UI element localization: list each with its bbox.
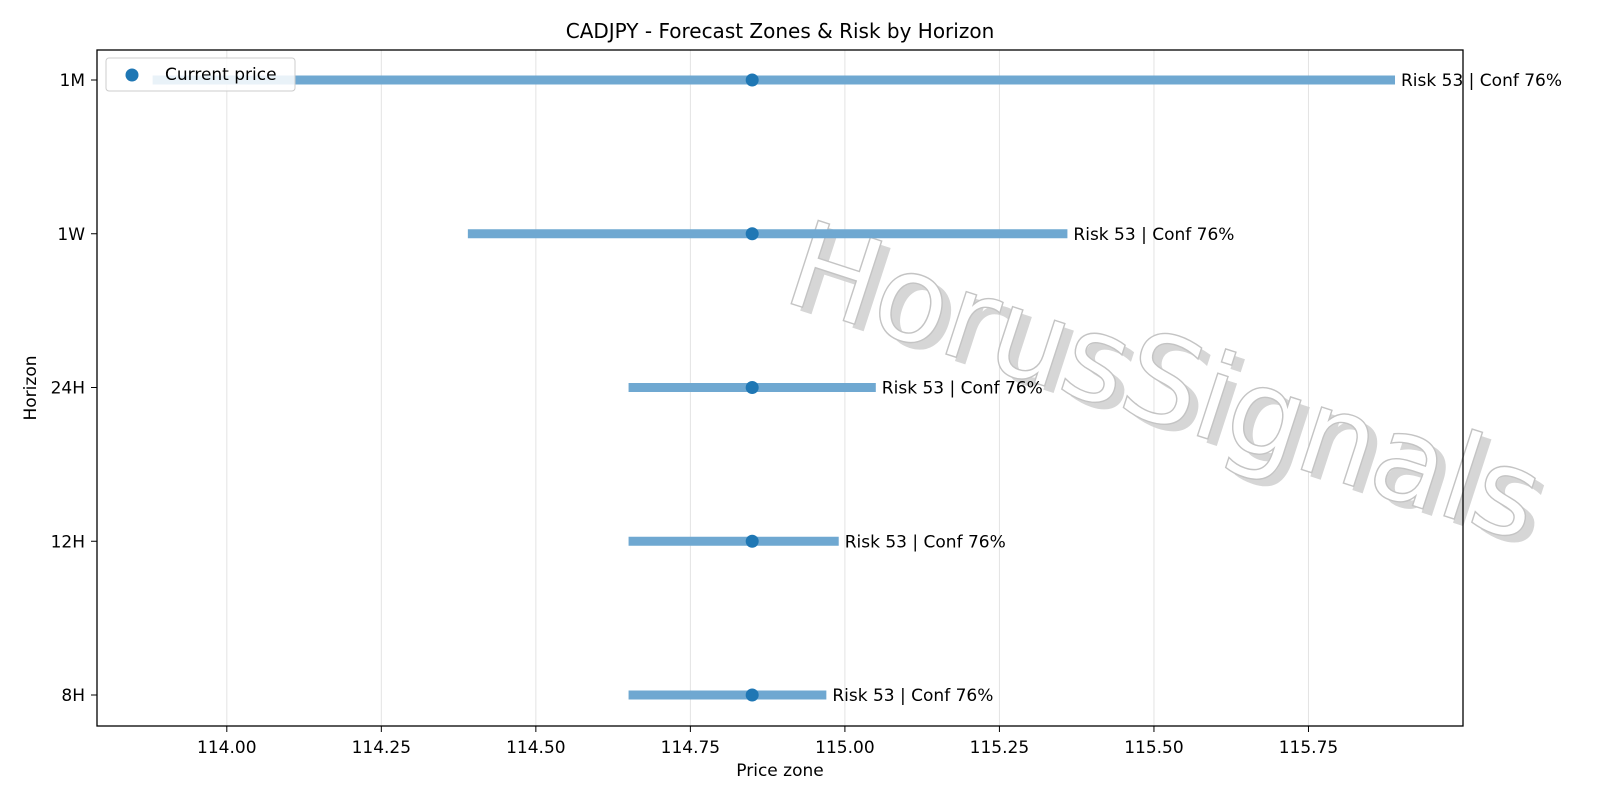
x-tick-label: 114.25 [352,738,411,758]
y-tick-label: 8H [61,686,85,706]
risk-annotation-1m: Risk 53 | Conf 76% [1401,71,1562,91]
annotations: Risk 53 | Conf 76% Risk 53 | Conf 76% Risk… [832,71,1562,706]
x-axis-ticks: 114.00 114.25 114.50 114.75 115.00 115.25 115.… [197,726,1338,758]
current-price-point-8h [745,688,759,702]
x-tick-label: 115.75 [1279,738,1338,758]
legend: Current price [105,57,296,92]
legend-marker [125,68,139,82]
x-tick-label: 114.50 [506,738,565,758]
y-tick-label: 12H [51,532,85,552]
current-price-point-24h [745,381,759,394]
risk-annotation-24h: Risk 53 | Conf 76% [882,379,1043,399]
legend-label: Current price [165,65,277,85]
y-axis-label: Horizon [21,356,41,421]
y-axis-ticks: 1M 1W 24H 12H 8H [51,71,97,706]
legend-box [105,57,296,92]
current-price-point-12h [745,534,759,548]
chart-title: CADJPY - Forecast Zones & Risk by Horizo… [566,19,995,43]
risk-annotation-12h: Risk 53 | Conf 76% [845,532,1006,552]
current-price-point-1m [745,73,759,87]
x-axis-label: Price zone [736,761,823,781]
x-tick-label: 115.25 [970,738,1029,758]
x-tick-label: 115.00 [815,738,874,758]
x-tick-label: 114.75 [661,738,720,758]
range-bars [152,73,1396,702]
current-price-point-1w [745,227,759,241]
risk-annotation-8h: Risk 53 | Conf 76% [832,686,993,706]
y-tick-label: 24H [51,379,85,399]
y-tick-label: 1M [60,71,85,91]
y-tick-label: 1W [57,225,85,245]
x-tick-label: 115.50 [1124,738,1183,758]
x-tick-label: 114.00 [197,738,256,758]
risk-annotation-1w: Risk 53 | Conf 76% [1073,225,1234,245]
